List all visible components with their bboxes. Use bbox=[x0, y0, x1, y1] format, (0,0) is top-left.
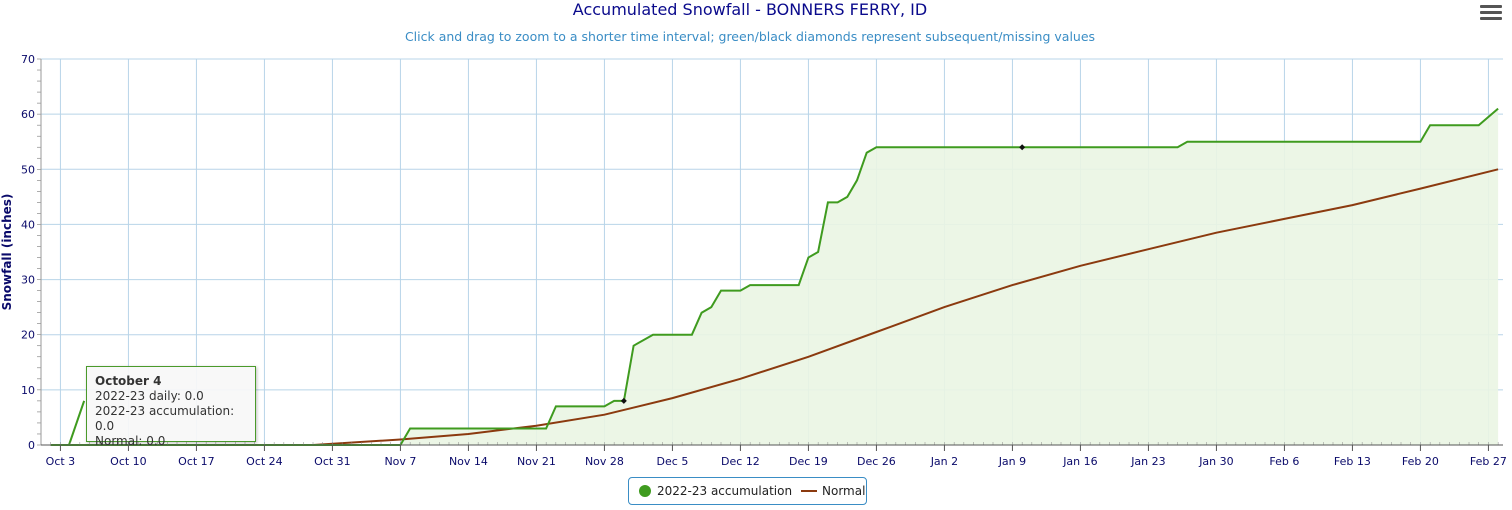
tooltip-accumulation: 2022-23 accumulation: 0.0 bbox=[95, 404, 235, 433]
x-tick-label: Jan 2 bbox=[930, 455, 958, 468]
y-axis-label: Snowfall (inches) bbox=[0, 194, 14, 311]
x-tick-label: Jan 16 bbox=[1062, 455, 1097, 468]
accumulation-series-line bbox=[50, 107, 1499, 446]
x-tick-label: Dec 5 bbox=[657, 455, 689, 468]
chart-title: Accumulated Snowfall - BONNERS FERRY, ID bbox=[572, 0, 928, 19]
x-tick-label: Dec 12 bbox=[721, 455, 760, 468]
x-tick-label: Jan 30 bbox=[1198, 455, 1233, 468]
chart-subtitle: Click and drag to zoom to a shorter time… bbox=[404, 29, 1096, 44]
legend-label: 2022-23 accumulation bbox=[657, 484, 793, 498]
tooltip-daily: 2022-23 daily: 0.0 bbox=[95, 389, 204, 403]
y-tick-label: 30 bbox=[21, 274, 35, 287]
hamburger-menu-icon[interactable] bbox=[1480, 5, 1502, 23]
x-tick-label: Feb 13 bbox=[1334, 455, 1371, 468]
normal-series-line bbox=[50, 168, 1499, 446]
accumulation-area bbox=[50, 108, 1499, 445]
x-tick-label: Nov 7 bbox=[384, 455, 416, 468]
x-tick-label: Nov 28 bbox=[585, 455, 624, 468]
chart-legend: 2022-23 accumulation Normal bbox=[628, 477, 867, 505]
tooltip-pointer bbox=[68, 400, 86, 446]
y-tick-label: 0 bbox=[28, 439, 35, 452]
menu-bar-2 bbox=[1480, 11, 1502, 14]
legend-line-icon bbox=[801, 490, 817, 492]
y-tick-label: 50 bbox=[21, 163, 35, 176]
tooltip-title: October 4 bbox=[95, 374, 162, 388]
series-layer bbox=[50, 107, 1499, 446]
missing-value-diamond bbox=[620, 397, 627, 404]
y-tick-label: 10 bbox=[21, 384, 35, 397]
x-tick-label: Jan 23 bbox=[1130, 455, 1165, 468]
legend-label: Normal bbox=[822, 484, 866, 498]
legend-circle-icon bbox=[639, 485, 651, 497]
x-tick-label: Oct 10 bbox=[110, 455, 147, 468]
menu-bar-1 bbox=[1480, 5, 1502, 8]
x-tick-label: Feb 20 bbox=[1402, 455, 1439, 468]
x-tick-label: Nov 14 bbox=[449, 455, 488, 468]
y-tick-label: 70 bbox=[21, 53, 35, 66]
axis-layer: 0 10 20 30 40 50 60 70 Oct 3 Oct 10 Oct 17 Oct 24 Oc… bbox=[21, 53, 1507, 468]
y-tick-label: 20 bbox=[21, 329, 35, 342]
x-tick-label: Oct 3 bbox=[46, 455, 76, 468]
menu-bar-3 bbox=[1480, 17, 1502, 20]
missing-value-diamond bbox=[1019, 144, 1026, 151]
x-tick-label: Oct 17 bbox=[178, 455, 215, 468]
x-tick-label: Feb 27 bbox=[1470, 455, 1507, 468]
x-tick-label: Oct 24 bbox=[246, 455, 283, 468]
legend-item-normal[interactable]: Normal bbox=[801, 484, 865, 498]
data-tooltip: October 4 2022-23 daily: 0.0 2022-23 acc… bbox=[86, 366, 256, 448]
tooltip-normal: Normal: 0.0 bbox=[95, 434, 166, 448]
x-tick-label: Jan 9 bbox=[998, 455, 1026, 468]
y-tick-label: 60 bbox=[21, 108, 35, 121]
x-tick-label: Dec 26 bbox=[857, 455, 896, 468]
y-tick-label: 40 bbox=[21, 218, 35, 231]
x-tick-label: Oct 31 bbox=[314, 455, 351, 468]
legend-item-accumulation[interactable]: 2022-23 accumulation bbox=[639, 484, 792, 498]
x-tick-label: Dec 19 bbox=[789, 455, 828, 468]
x-tick-label: Feb 6 bbox=[1269, 455, 1299, 468]
x-tick-label: Nov 21 bbox=[517, 455, 556, 468]
